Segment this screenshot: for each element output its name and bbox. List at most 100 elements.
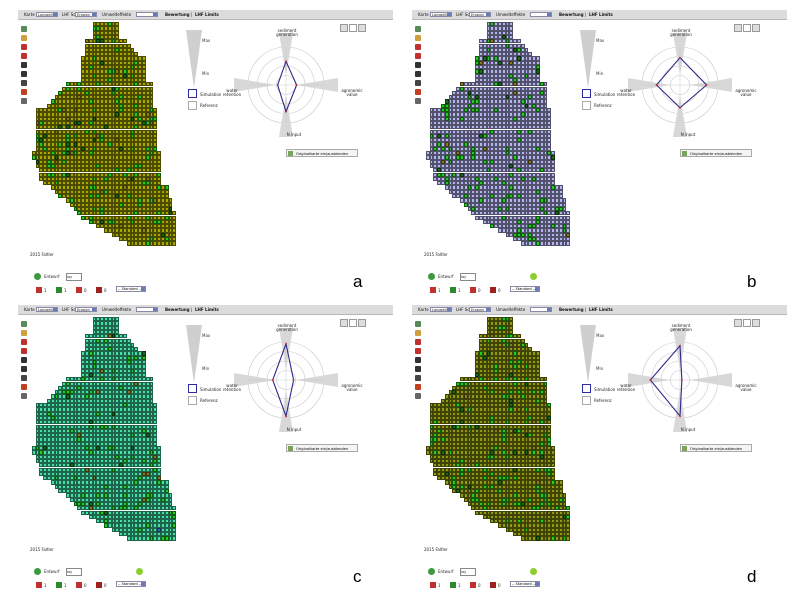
panel-letter: a xyxy=(353,272,363,291)
toggle-original-map-button[interactable]: Originalkarte ein/ausblenden xyxy=(680,149,752,157)
standard-select[interactable]: -- Standard -- xyxy=(116,581,146,587)
map-cell xyxy=(111,60,116,65)
map-cell xyxy=(115,69,120,74)
window-close-icon[interactable] xyxy=(358,24,366,32)
radar-chart xyxy=(234,33,338,137)
toggle-original-map-label: Originalkarte ein/ausblenden xyxy=(296,152,349,156)
map-cell xyxy=(92,47,97,53)
map-cell xyxy=(111,69,116,74)
recycle-icon[interactable] xyxy=(34,273,41,280)
map-cell xyxy=(104,60,108,65)
toggle-original-map-button[interactable]: Originalkarte ein/ausblenden xyxy=(286,149,358,157)
map-cell xyxy=(96,65,101,70)
toggle-original-map-button[interactable]: Originalkarte ein/ausblenden xyxy=(286,444,358,452)
radar-chart xyxy=(234,328,338,432)
edit-icon[interactable] xyxy=(21,35,27,41)
map-cell xyxy=(92,65,97,70)
radar-point xyxy=(705,84,708,86)
radar-point xyxy=(295,84,298,86)
window-minimize-icon[interactable] xyxy=(340,24,348,32)
map-cell xyxy=(88,60,93,65)
panel-letter: c xyxy=(353,567,362,586)
map-cell xyxy=(96,26,101,31)
menu-lhf-limits[interactable]: LHF Limits xyxy=(195,12,219,17)
play-icon[interactable] xyxy=(136,568,143,575)
radar-label-bottom: N input xyxy=(680,132,696,137)
year-label: 2015 Faltler xyxy=(424,252,448,257)
map-cell xyxy=(85,47,89,53)
map-icon xyxy=(288,151,293,156)
map-cell xyxy=(130,73,135,78)
lhf-select[interactable]: Erosion xyxy=(75,11,97,17)
stat-value: 1 xyxy=(64,583,67,588)
map-cell xyxy=(138,73,142,78)
panel-b: KarteLangzeitansichtLHF SollErosionUmwel… xyxy=(412,10,787,300)
map-cell xyxy=(115,73,120,78)
map-cell xyxy=(115,39,120,44)
map-cell xyxy=(107,60,112,65)
map-cell xyxy=(100,39,104,44)
map-cell xyxy=(107,65,112,70)
map-cell xyxy=(85,73,89,78)
flag-icon xyxy=(36,287,42,293)
radar-label-left: water retention xyxy=(222,383,242,393)
map-cell xyxy=(123,52,127,57)
map-cell xyxy=(104,30,108,35)
zoom-icon[interactable] xyxy=(21,80,27,86)
map-cell xyxy=(92,30,97,35)
map-cell xyxy=(115,43,120,48)
umwelt-select[interactable] xyxy=(136,11,158,17)
recycle-icon[interactable] xyxy=(428,273,435,280)
person-icon[interactable] xyxy=(21,89,27,95)
stat-value: 0 xyxy=(104,288,107,293)
map-cell xyxy=(104,65,108,70)
map-cell xyxy=(92,39,97,44)
map-cell xyxy=(81,65,85,70)
flag-icon xyxy=(430,287,436,293)
gear-icon[interactable] xyxy=(21,62,27,68)
map-cell xyxy=(119,43,123,48)
map-cell xyxy=(123,56,127,61)
entwurf-label: Entwurf xyxy=(438,274,454,279)
map-cell xyxy=(96,60,101,65)
layer-icon[interactable] xyxy=(21,26,27,32)
standard-select[interactable]: -- Standard -- xyxy=(510,286,540,292)
entwurf-input[interactable]: lay xyxy=(66,273,82,281)
radar-label-top: sediment generation xyxy=(670,28,692,38)
map-cell xyxy=(119,73,123,78)
radar-point xyxy=(679,56,681,59)
recycle-icon[interactable] xyxy=(34,568,41,575)
play-icon[interactable] xyxy=(530,273,537,280)
map-cell xyxy=(104,56,108,61)
map-cell xyxy=(115,56,120,61)
radar-point xyxy=(655,84,658,86)
menu-bewertung[interactable]: Bewertung xyxy=(165,12,190,17)
stat-value: 1 xyxy=(44,288,47,293)
info-icon[interactable] xyxy=(21,98,27,104)
map-cell xyxy=(107,26,112,31)
entwurf-input[interactable]: lay xyxy=(66,568,82,576)
map-cell xyxy=(92,43,97,48)
map-cell xyxy=(115,26,120,31)
standard-select[interactable]: -- Standard -- xyxy=(116,286,146,292)
delete-icon[interactable] xyxy=(21,53,27,59)
entwurf-input[interactable]: lay xyxy=(460,273,476,281)
karte-select[interactable]: Langzeitansicht xyxy=(36,11,58,17)
map-cell xyxy=(107,56,112,61)
map-cell xyxy=(123,69,127,74)
map-cell xyxy=(100,73,104,78)
map-cell xyxy=(88,65,93,70)
year-label: 2015 Faltler xyxy=(30,252,54,257)
map-cell xyxy=(126,65,131,70)
map-cell xyxy=(138,69,142,74)
flag-icon xyxy=(36,582,42,588)
map-cell xyxy=(126,56,131,61)
window-expand-icon[interactable] xyxy=(349,24,357,32)
export-icon[interactable] xyxy=(21,44,27,50)
map-cell xyxy=(115,65,120,70)
map-cell xyxy=(134,52,139,57)
radar-label-bottom: N input xyxy=(286,132,302,137)
map-cell xyxy=(96,39,101,44)
map-cell xyxy=(172,241,177,246)
search-icon[interactable] xyxy=(21,71,27,77)
